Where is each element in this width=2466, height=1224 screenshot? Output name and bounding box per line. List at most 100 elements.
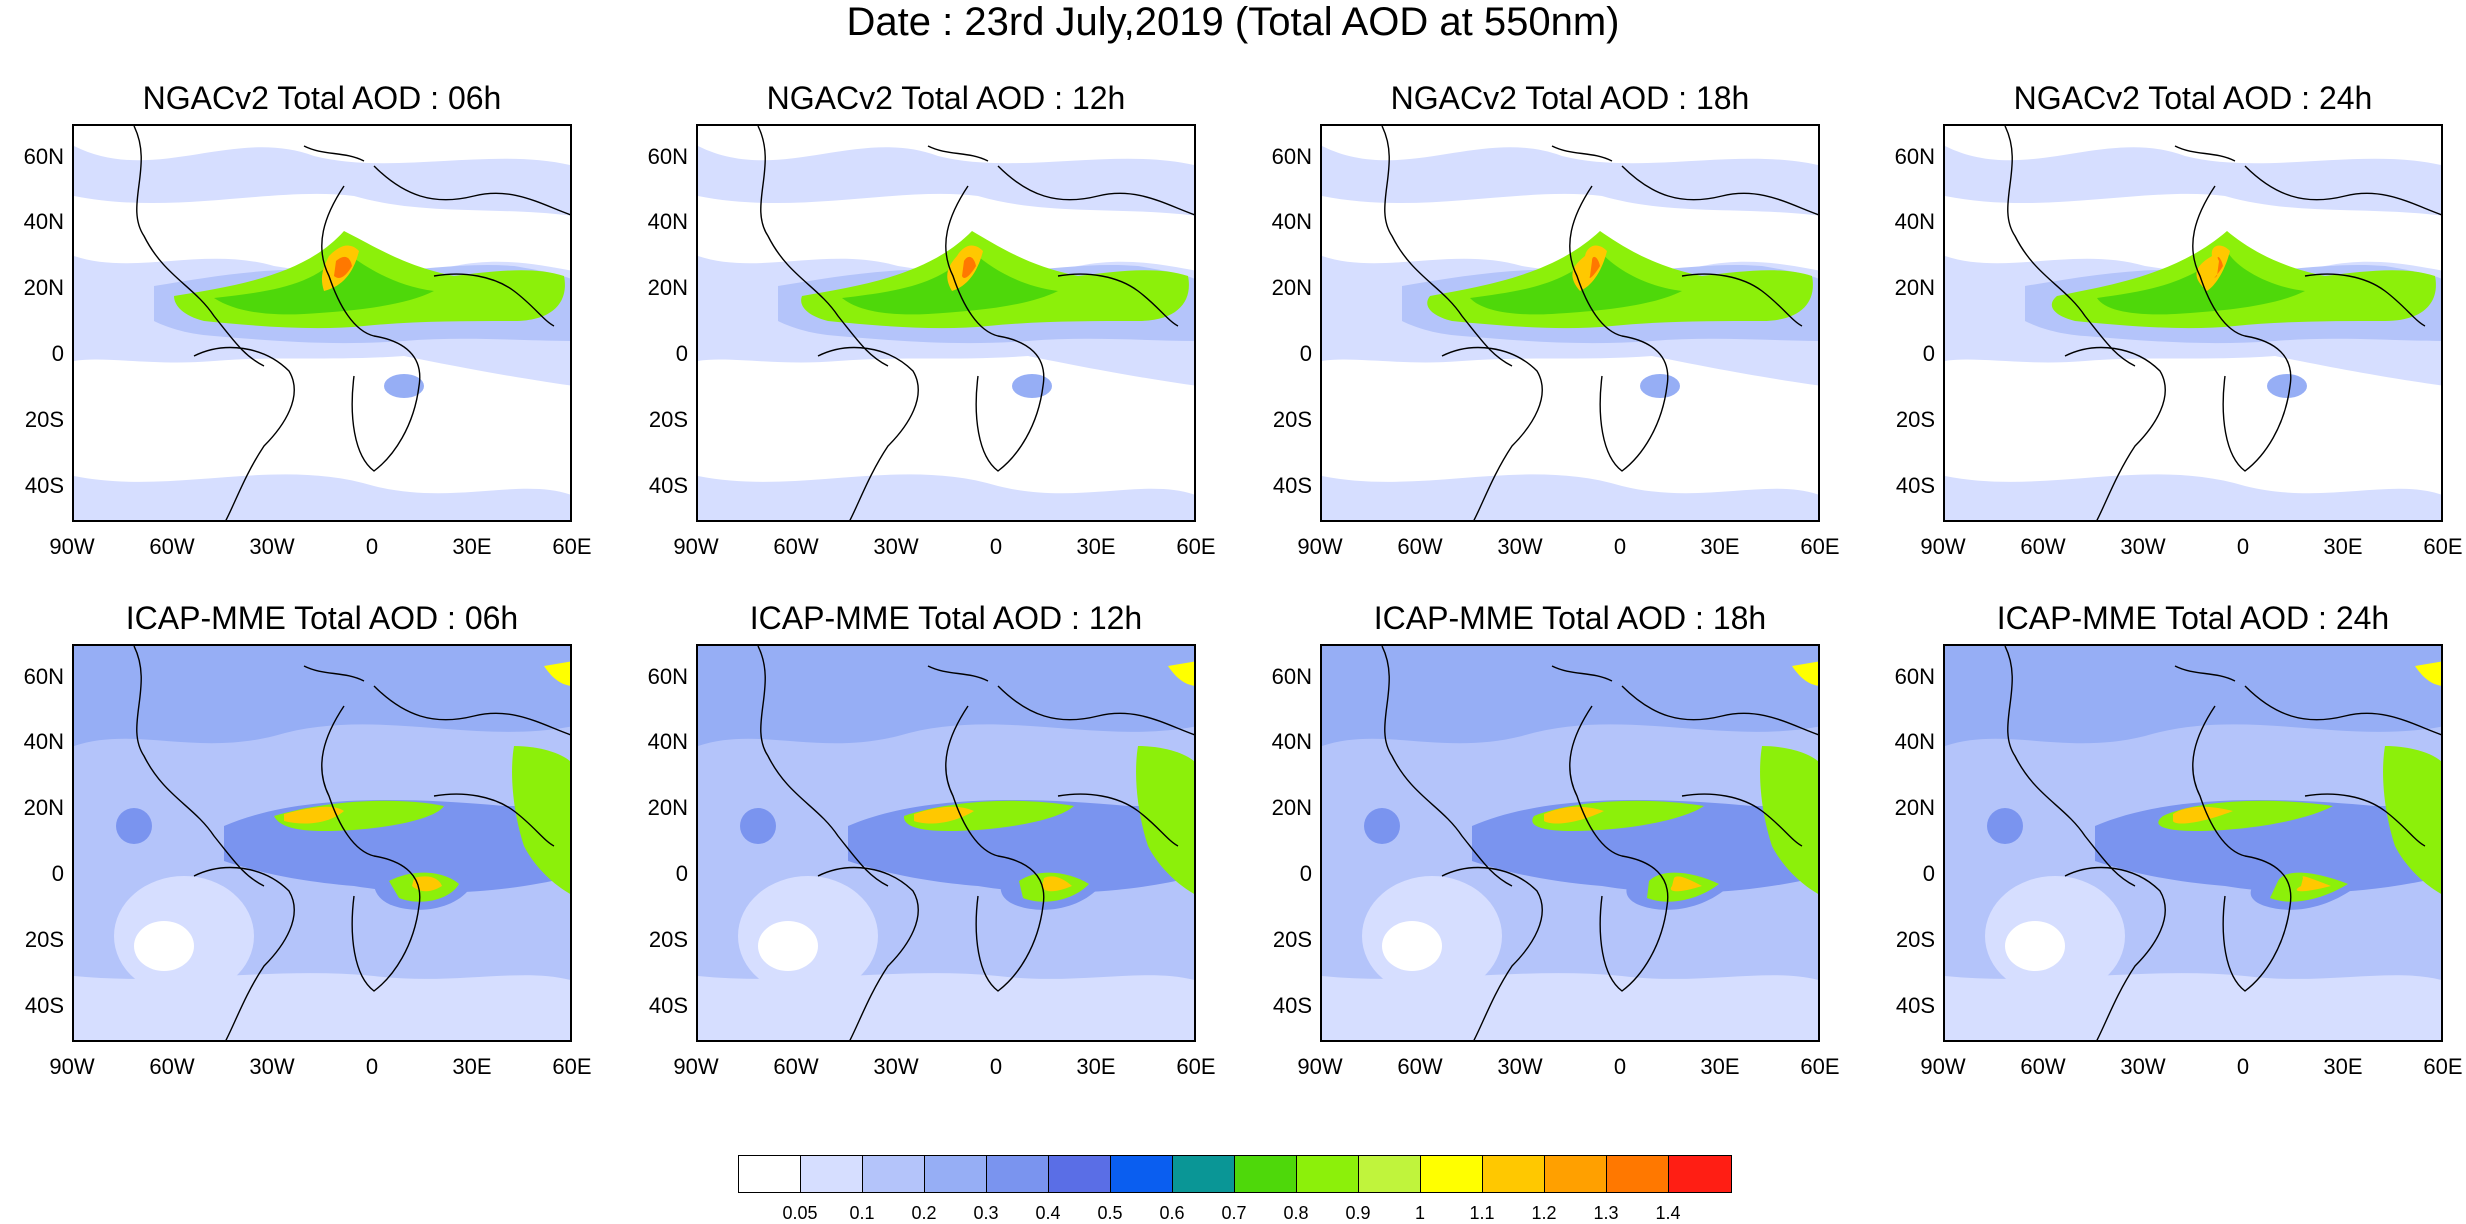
aod-field xyxy=(1322,126,1818,520)
lat-label: 40S xyxy=(648,993,688,1018)
map-panel: ICAP-MME Total AOD : 24h 60N 40N 20N 0 20S 40… xyxy=(1871,600,2463,1110)
aod-field xyxy=(1945,126,2441,520)
lat-label: 40N xyxy=(1271,729,1312,754)
lon-label: 30W xyxy=(873,1054,919,1079)
aod-map xyxy=(1320,124,1820,522)
map-panel: NGACv2 Total AOD : 24h 60N 40N 20N 0 20S 40S 9… xyxy=(1871,80,2463,590)
lon-label: 60W xyxy=(2020,1054,2066,1079)
lon-label: 0 xyxy=(365,534,379,559)
colorbar-tick-label: 0.6 xyxy=(1159,1203,1185,1223)
lon-label: 60E xyxy=(552,534,592,559)
lon-label: 60E xyxy=(1176,534,1216,559)
colorbar-tick-label: 0.7 xyxy=(1221,1203,1247,1223)
colorbar-swatch xyxy=(1483,1156,1545,1192)
colorbar-swatch xyxy=(1049,1156,1111,1192)
lat-label: 40S xyxy=(24,993,64,1018)
colorbar-swatch xyxy=(863,1156,925,1192)
aod-field xyxy=(1945,646,2441,1040)
panel-title: ICAP-MME Total AOD : 18h xyxy=(1373,600,1767,636)
colorbar-tick-label: 0.05 xyxy=(782,1203,818,1223)
lon-label: 30W xyxy=(2120,534,2166,559)
aod-field xyxy=(698,126,1194,520)
colorbar-tick-label: 0.3 xyxy=(973,1203,999,1223)
map-panel: ICAP-MME Total AOD : 06h 60N 40N 20N 0 20S 40… xyxy=(0,600,592,1110)
aod-field xyxy=(74,126,570,520)
lon-label: 30W xyxy=(1497,534,1543,559)
lon-label: 60W xyxy=(773,1054,819,1079)
colorbar-swatch xyxy=(1173,1156,1235,1192)
panel-title: NGACv2 Total AOD : 12h xyxy=(766,80,1126,116)
lat-label: 40N xyxy=(1894,729,1935,754)
lon-label: 30E xyxy=(452,534,492,559)
panel-title: NGACv2 Total AOD : 24h xyxy=(2013,80,2373,116)
lon-label: 60W xyxy=(1397,534,1443,559)
lon-label: 0 xyxy=(1613,1054,1627,1079)
colorbar-swatch xyxy=(739,1156,801,1192)
colorbar-swatch xyxy=(801,1156,863,1192)
lon-label: 0 xyxy=(365,1054,379,1079)
colorbar-tick-label: 1.2 xyxy=(1531,1203,1557,1223)
colorbar-swatch xyxy=(987,1156,1049,1192)
lat-label: 40S xyxy=(1895,993,1935,1018)
lon-label: 30E xyxy=(1700,1054,1740,1079)
lat-label: 40N xyxy=(647,729,688,754)
lat-label: 20N xyxy=(647,795,688,820)
colorbar-swatch xyxy=(1235,1156,1297,1192)
panel-title: ICAP-MME Total AOD : 12h xyxy=(749,600,1143,636)
map-panel: ICAP-MME Total AOD : 18h 60N 40N 20N 0 20S 40… xyxy=(1248,600,1840,1110)
lat-label: 60N xyxy=(1271,664,1312,689)
lon-label: 30E xyxy=(2323,1054,2363,1079)
lat-label: 20N xyxy=(1271,275,1312,300)
colorbar-swatch xyxy=(1359,1156,1421,1192)
lon-label: 60W xyxy=(1397,1054,1443,1079)
map-panel: NGACv2 Total AOD : 18h 60N 40N 20N 0 20S 40S 9… xyxy=(1248,80,1840,590)
lat-label: 20S xyxy=(1272,927,1312,952)
lon-label: 30W xyxy=(249,534,295,559)
aod-field xyxy=(1322,646,1818,1040)
lat-label: 0 xyxy=(51,861,64,886)
lon-label: 90W xyxy=(673,534,719,559)
lon-label: 60W xyxy=(773,534,819,559)
colorbar-tick-label: 0.8 xyxy=(1283,1203,1309,1223)
lat-label: 20S xyxy=(1895,407,1935,432)
lon-label: 30E xyxy=(1700,534,1740,559)
lat-label: 20S xyxy=(1272,407,1312,432)
lat-label: 0 xyxy=(675,341,688,366)
lat-label: 60N xyxy=(1894,144,1935,169)
map-panel: NGACv2 Total AOD : 12h 60N 40N 20N 0 20S 40S 9… xyxy=(624,80,1216,590)
lon-label: 90W xyxy=(1920,1054,1966,1079)
lon-label: 60E xyxy=(1176,1054,1216,1079)
lat-label: 40N xyxy=(23,209,64,234)
lon-label: 90W xyxy=(49,1054,95,1079)
lat-label: 0 xyxy=(1922,861,1935,886)
colorbar-swatch xyxy=(1607,1156,1669,1192)
aod-map xyxy=(1320,644,1820,1042)
lon-label: 60W xyxy=(2020,534,2066,559)
lon-label: 90W xyxy=(673,1054,719,1079)
lon-label: 30E xyxy=(1076,534,1116,559)
lon-label: 60E xyxy=(2423,1054,2463,1079)
lon-label: 60E xyxy=(1800,1054,1840,1079)
lon-label: 0 xyxy=(1613,534,1627,559)
lon-label: 90W xyxy=(1297,534,1343,559)
lon-label: 60W xyxy=(149,534,195,559)
aod-map xyxy=(696,644,1196,1042)
lat-label: 0 xyxy=(675,861,688,886)
lat-label: 60N xyxy=(647,664,688,689)
lon-label: 30E xyxy=(2323,534,2363,559)
lat-label: 40S xyxy=(1272,473,1312,498)
panel-title: NGACv2 Total AOD : 06h xyxy=(142,80,502,116)
colorbar-tick-label: 1.3 xyxy=(1593,1203,1619,1223)
lon-label: 30W xyxy=(2120,1054,2166,1079)
main-title: Date : 23rd July,2019 (Total AOD at 550n… xyxy=(846,0,1620,44)
map-panel: ICAP-MME Total AOD : 12h 60N 40N 20N 0 20S 40… xyxy=(624,600,1216,1110)
lat-label: 20S xyxy=(648,927,688,952)
lon-label: 30W xyxy=(1497,1054,1543,1079)
lat-label: 20S xyxy=(24,927,64,952)
lat-label: 20N xyxy=(1894,795,1935,820)
lat-label: 40S xyxy=(1895,473,1935,498)
lat-label: 0 xyxy=(1922,341,1935,366)
panel-title: NGACv2 Total AOD : 18h xyxy=(1390,80,1750,116)
colorbar xyxy=(738,1155,1732,1193)
lon-label: 0 xyxy=(2236,1054,2250,1079)
